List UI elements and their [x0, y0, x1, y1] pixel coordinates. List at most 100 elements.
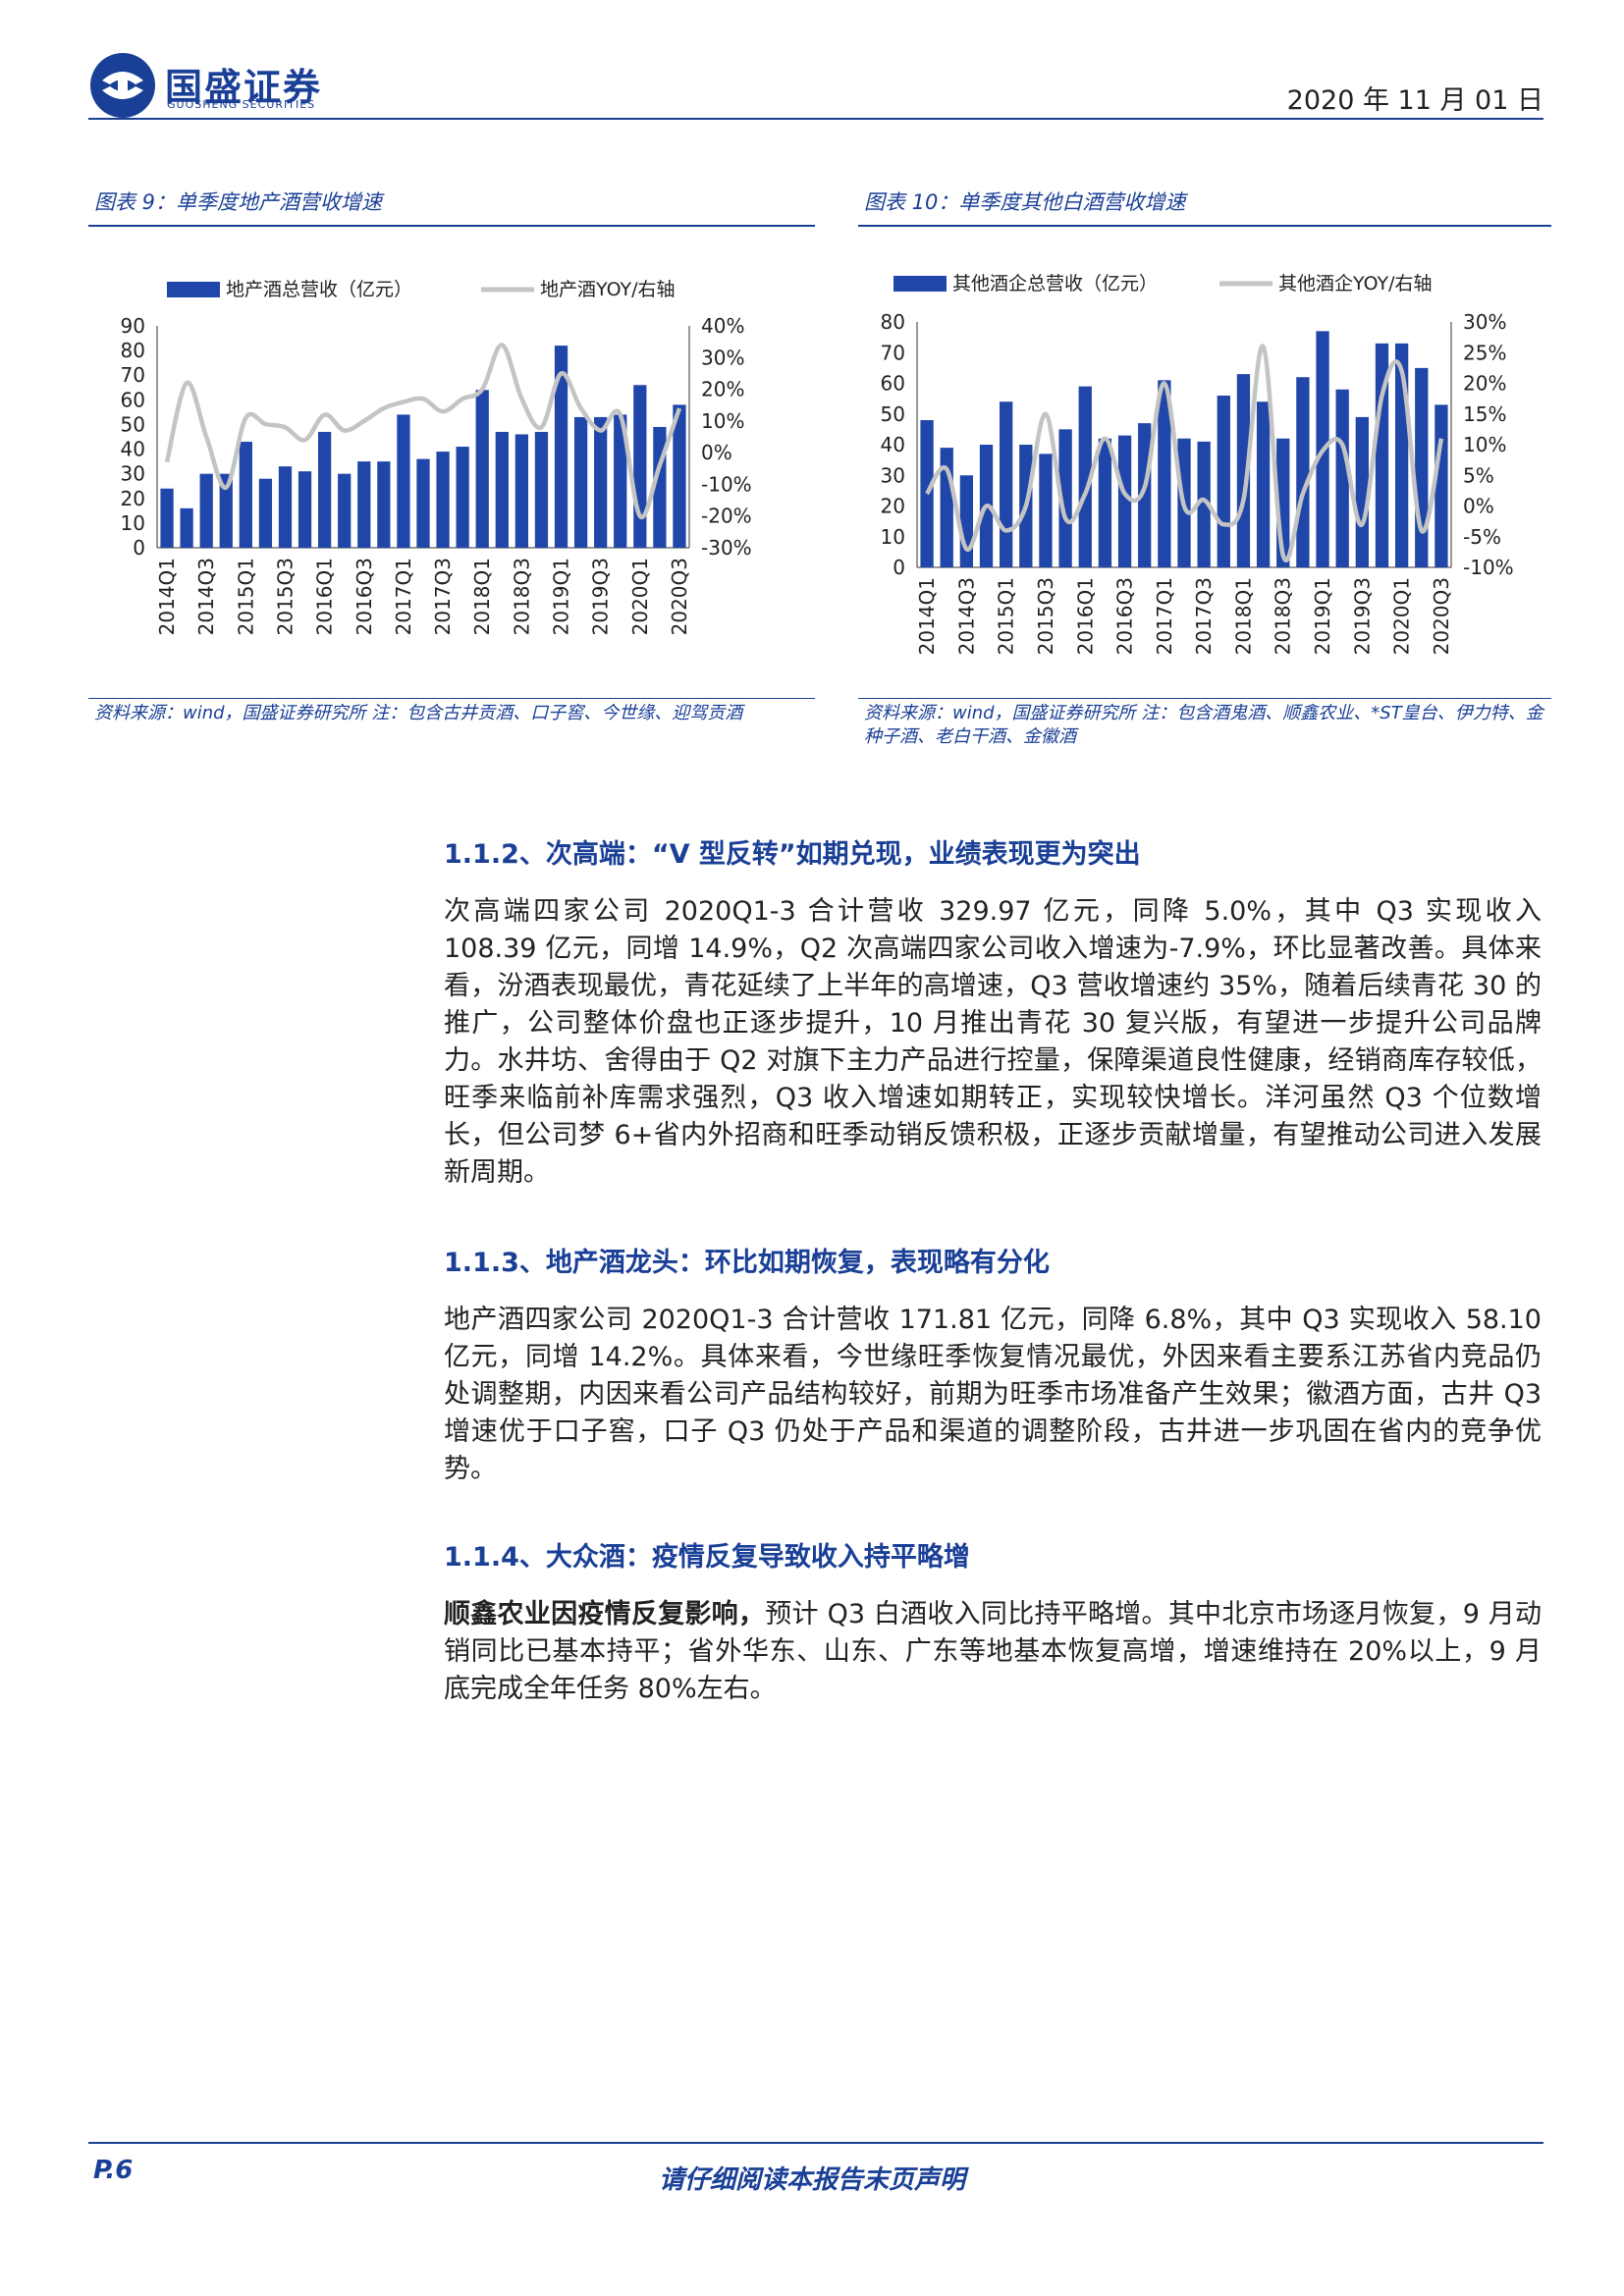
- bar: [357, 461, 371, 548]
- y-right-tick-label: 10%: [701, 409, 744, 433]
- x-tick-label: 2014Q1: [155, 558, 179, 635]
- x-tick-label: 2015Q1: [234, 558, 257, 635]
- bar: [673, 404, 686, 548]
- legend-bar-label: 其他酒企总营收（亿元）: [952, 273, 1158, 294]
- y-right-tick-label: -20%: [701, 505, 752, 528]
- header-rule: [88, 118, 1543, 120]
- x-tick-label: 2016Q3: [1113, 577, 1137, 655]
- bar: [456, 447, 469, 548]
- report-date: 2020 年 11 月 01 日: [1286, 85, 1543, 116]
- legend-bar-swatch: [167, 282, 220, 297]
- x-tick-label: 2018Q3: [510, 558, 533, 635]
- bar: [298, 471, 312, 548]
- bar: [633, 385, 647, 548]
- y-left-tick-label: 0: [893, 556, 905, 579]
- y-left-tick-label: 60: [881, 372, 905, 396]
- x-tick-label: 2014Q3: [954, 577, 978, 655]
- y-right-tick-label: 10%: [1463, 433, 1506, 456]
- bar: [1098, 438, 1112, 567]
- y-right-tick-label: 20%: [1463, 372, 1506, 396]
- y-right-tick-label: 0%: [1463, 495, 1494, 518]
- bar: [1256, 401, 1271, 567]
- bar: [278, 466, 293, 548]
- x-tick-label: 2020Q3: [1430, 577, 1453, 655]
- y-right-tick-label: 20%: [701, 378, 744, 401]
- x-tick-label: 2019Q3: [1350, 577, 1374, 655]
- bar: [199, 473, 213, 548]
- x-tick-label: 2015Q1: [995, 577, 1018, 655]
- legend-bar-label: 地产酒总营收（亿元）: [226, 279, 412, 300]
- bar: [534, 431, 549, 548]
- section-body-1: 次高端四家公司 2020Q1-3 合计营收 329.97 亿元，同降 5.0%，…: [444, 896, 1542, 1188]
- x-tick-label: 2014Q3: [194, 558, 218, 635]
- y-right-tick-label: 15%: [1463, 402, 1506, 426]
- bar: [1000, 401, 1013, 567]
- y-left-tick-label: 40: [121, 438, 145, 461]
- y-left-tick-label: 0: [133, 536, 145, 560]
- x-tick-label: 2019Q1: [550, 558, 573, 635]
- legend-line-label: 其他酒企YOY/右轴: [1278, 273, 1433, 294]
- bar: [1435, 404, 1448, 567]
- legend-line-label: 地产酒YOY/右轴: [540, 279, 676, 300]
- footer-rule: [88, 2142, 1543, 2144]
- legend-bar-swatch: [893, 276, 947, 292]
- x-tick-label: 2017Q1: [1153, 577, 1176, 655]
- brand-name-en: GUOSHENG SECURITIES: [167, 98, 316, 111]
- x-tick-label: 2017Q1: [392, 558, 415, 635]
- section-text-3: 顺鑫农业因疫情反复影响，预计 Q3 白酒收入同比持平略增。其中北京市场逐月恢复，…: [444, 1596, 1542, 1708]
- y-left-tick-label: 50: [881, 402, 905, 426]
- bar: [495, 431, 509, 548]
- x-tick-label: 2015Q3: [273, 558, 297, 635]
- bar: [160, 488, 174, 548]
- bar: [1197, 441, 1211, 567]
- y-left-tick-label: 80: [881, 310, 905, 334]
- chart-right-caption: 图表 10：单季度其他白酒营收增速: [864, 190, 1186, 214]
- bar: [573, 416, 588, 548]
- y-left-tick-label: 20: [881, 495, 905, 518]
- bar: [239, 442, 252, 548]
- y-left-tick-label: 40: [881, 433, 905, 456]
- x-tick-label: 2016Q1: [1073, 577, 1097, 655]
- chart-right-source: 资料来源：wind，国盛证券研究所 注：包含酒鬼酒、顺鑫农业、*ST皇台、伊力特…: [864, 703, 1543, 747]
- y-left-tick-label: 10: [121, 511, 145, 535]
- bar: [416, 458, 430, 548]
- bar: [1039, 454, 1053, 567]
- x-tick-label: 2014Q1: [915, 577, 939, 655]
- y-left-tick-label: 60: [121, 388, 145, 411]
- y-right-tick-label: 40%: [701, 314, 744, 338]
- bar: [475, 390, 489, 548]
- bar: [436, 452, 450, 548]
- section-body-3: 预计 Q3 白酒收入同比持平略增。其中北京市场逐月恢复，9 月动销同比已基本持平…: [444, 1599, 1543, 1704]
- y-right-tick-label: 0%: [701, 441, 732, 464]
- section-heading-3: 1.1.4、大众酒：疫情反复导致收入持平略增: [444, 1542, 970, 1573]
- bar: [318, 431, 332, 548]
- section-heading-2: 1.1.3、地产酒龙头：环比如期恢复，表现略有分化: [444, 1248, 1050, 1278]
- bar: [1158, 380, 1171, 567]
- y-right-tick-label: -5%: [1463, 525, 1501, 549]
- y-right-tick-label: 30%: [701, 346, 744, 369]
- bar: [594, 416, 608, 548]
- chart-right: 其他酒企总营收（亿元） 其他酒企YOY/右轴 80 70 60 50 40 30 20 10 0 30…: [881, 273, 1514, 655]
- brand-name: 国盛证券: [165, 66, 323, 109]
- chart-left-caption-rule: [88, 225, 815, 227]
- bar: [959, 475, 974, 567]
- x-tick-label: 2018Q3: [1272, 577, 1295, 655]
- chart-right-caption-rule: [858, 225, 1551, 227]
- y-right-tick-label: 5%: [1463, 463, 1494, 487]
- bar: [1058, 429, 1072, 567]
- yoy-line: [164, 343, 682, 520]
- bar: [180, 507, 193, 548]
- chart-left-source: 资料来源：wind，国盛证券研究所 注：包含古井贡酒、口子窖、今世缘、迎驾贡酒: [94, 703, 743, 723]
- yoy-line: [925, 344, 1444, 562]
- bar: [397, 414, 410, 548]
- y-right-tick-label: -10%: [1463, 556, 1514, 579]
- bar: [1236, 374, 1251, 567]
- x-tick-label: 2020Q3: [668, 558, 691, 635]
- y-left-tick-label: 70: [121, 363, 145, 387]
- y-left-tick-label: 90: [121, 314, 145, 338]
- bar: [554, 346, 568, 548]
- x-tick-label: 2015Q3: [1034, 577, 1057, 655]
- y-right-tick-label: -10%: [701, 472, 752, 496]
- x-tick-label: 2018Q1: [1231, 577, 1255, 655]
- y-left-tick-label: 20: [121, 487, 145, 510]
